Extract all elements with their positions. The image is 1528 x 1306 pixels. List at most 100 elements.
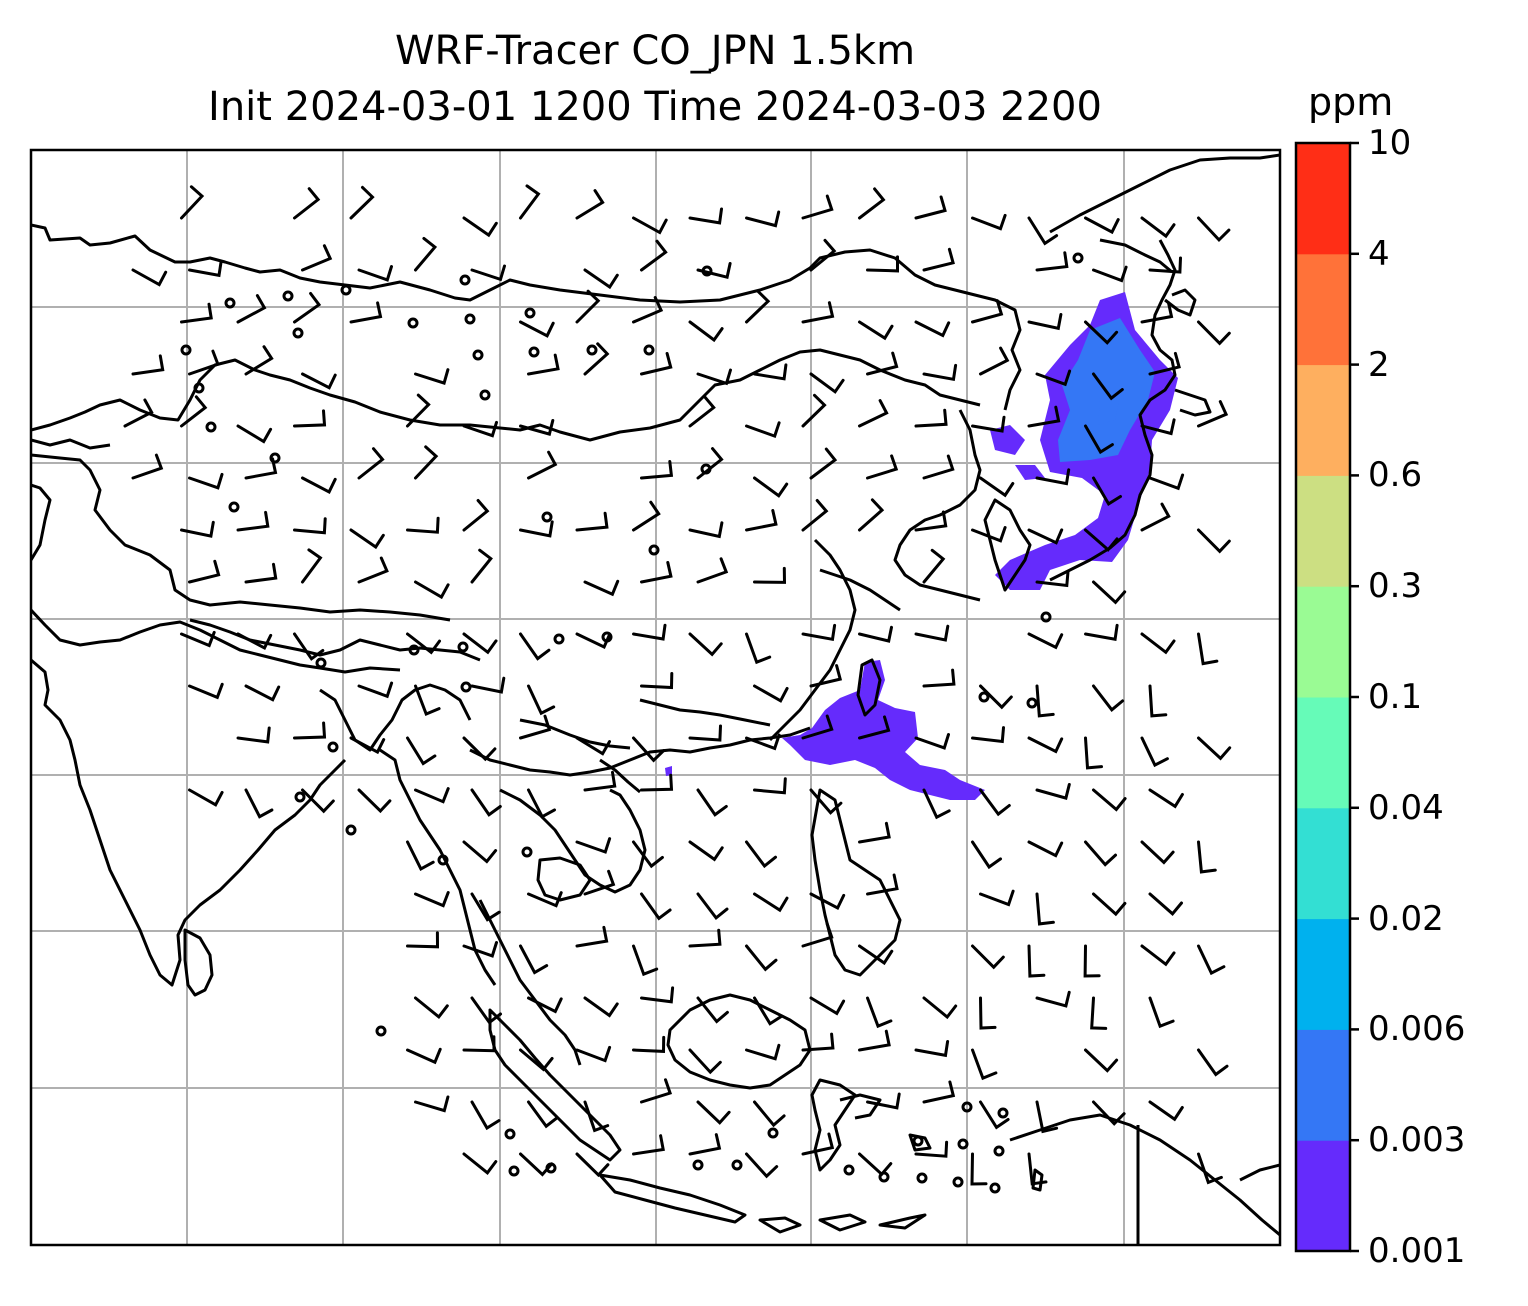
wind-barb — [470, 788, 502, 817]
wind-barb — [188, 260, 223, 278]
wind-barb — [470, 676, 506, 694]
wind-barb — [293, 409, 327, 428]
calm-wind-markers — [180, 252, 1084, 1194]
wind-barb — [293, 632, 325, 661]
wind-barb — [293, 721, 327, 740]
wind-barb — [979, 788, 1011, 817]
wind-barb — [414, 996, 449, 1020]
wind-barb — [745, 733, 781, 751]
wind-barb — [688, 395, 716, 428]
wind-barb — [470, 1100, 501, 1131]
wind-barb — [753, 363, 788, 381]
wind-barb — [1148, 684, 1168, 718]
wind-barb — [858, 187, 886, 220]
wind-barb — [801, 301, 835, 324]
wind-barb — [914, 510, 948, 532]
wind-barb — [527, 450, 558, 480]
wind-barb — [801, 1032, 835, 1052]
wind-barb — [1084, 528, 1119, 552]
wind-barb — [180, 395, 208, 428]
colorbar-tick-label: 0.001 — [1368, 1231, 1466, 1271]
wind-barb — [519, 320, 555, 338]
wind-barb — [1084, 1048, 1119, 1073]
wind-barb — [866, 255, 899, 273]
map-frame — [29, 148, 1282, 1247]
wind-barb — [688, 632, 723, 657]
wind-barb — [696, 788, 728, 817]
co-tracer-plume — [665, 292, 1178, 800]
wind-barb — [1092, 684, 1125, 712]
wind-barb — [971, 415, 1006, 433]
wind-barb — [406, 632, 441, 655]
wind-barb — [462, 632, 498, 655]
colorbar-segment — [1296, 364, 1350, 476]
wind-barb — [583, 268, 619, 290]
wind-barb — [236, 510, 270, 532]
colorbar-tick-label: 0.3 — [1368, 566, 1423, 607]
wind-barb — [236, 294, 267, 324]
wind-barb — [1148, 1100, 1184, 1122]
wind-barb — [1140, 216, 1176, 239]
wind-barb — [462, 840, 498, 864]
wind-barb — [1140, 944, 1176, 967]
wind-barb — [293, 517, 327, 535]
wind-barb — [180, 185, 205, 220]
wind-barb — [745, 840, 777, 869]
wind-barb — [1035, 990, 1071, 1008]
wind-barb — [414, 580, 450, 600]
wind-barb — [745, 1043, 781, 1061]
colorbar-tick-label: 0.1 — [1368, 677, 1423, 717]
wind-barb — [640, 239, 668, 272]
wind-barb — [1083, 944, 1101, 978]
wind-barb — [640, 352, 673, 376]
wind-barb — [809, 892, 846, 911]
wind-barb — [462, 420, 498, 438]
wind-barb — [745, 421, 781, 439]
wind-barb — [640, 892, 672, 921]
wind-barb — [696, 1100, 731, 1125]
wind-barb — [914, 733, 950, 750]
wind-barb — [970, 1152, 988, 1186]
wind-barb — [1027, 840, 1064, 858]
wind-barb — [470, 548, 493, 584]
wind-barb — [745, 210, 781, 228]
wind-barb — [640, 460, 674, 480]
wind-barb — [1140, 301, 1174, 324]
wind-barb — [519, 419, 555, 436]
wind-barb — [696, 368, 732, 386]
wind-barb — [809, 447, 838, 480]
wind-barb — [688, 521, 724, 539]
wind-barb — [914, 195, 947, 220]
wind-barb — [123, 398, 154, 428]
wind-barb — [858, 399, 889, 428]
wind-barb — [1197, 320, 1231, 346]
wind-barb — [1027, 405, 1061, 428]
wind-barb — [979, 889, 1015, 907]
wind-barb — [1148, 892, 1183, 916]
wind-barb — [293, 187, 321, 220]
wind-barb — [1092, 372, 1124, 401]
wind-barb — [753, 684, 789, 703]
wind-barb — [1027, 313, 1063, 331]
wind-barb — [188, 682, 224, 700]
map-title-line1: WRF-Tracer CO_JPN 1.5km — [394, 28, 916, 74]
map-title-line2: Init 2024-03-01 1200 Time 2024-03-03 220… — [208, 84, 1102, 130]
wind-barb — [1197, 840, 1217, 874]
wind-barb — [858, 498, 885, 532]
wind-barb — [301, 548, 323, 584]
wind-barb — [866, 873, 899, 896]
wind-barb — [1197, 736, 1232, 761]
wind-barb — [809, 372, 845, 394]
wind-barb — [1090, 996, 1108, 1030]
wind-barb — [1148, 351, 1181, 376]
wind-barb — [180, 520, 215, 538]
wind-barb — [470, 892, 501, 922]
wind-barb — [236, 424, 273, 444]
wind-barb — [131, 268, 168, 287]
wind-barb — [244, 684, 281, 702]
wind-barb — [414, 1095, 450, 1113]
wind-barb — [1197, 528, 1231, 554]
wind-barb — [1092, 580, 1127, 605]
wind-barb — [244, 345, 274, 376]
wind-barb — [575, 189, 605, 220]
